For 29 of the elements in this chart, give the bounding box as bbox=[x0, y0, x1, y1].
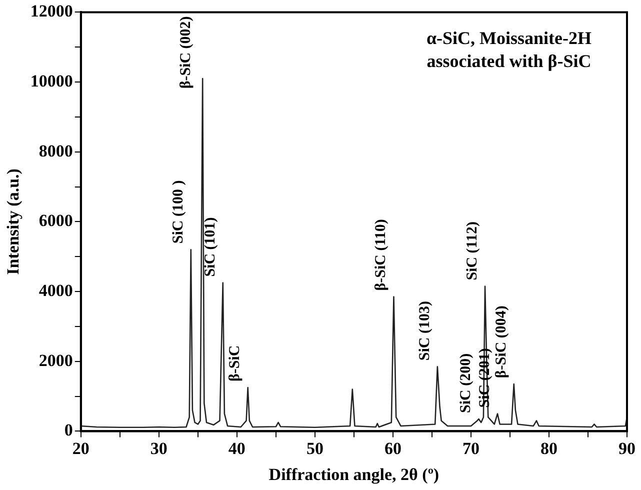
annotation: associated with β-SiC bbox=[426, 50, 592, 71]
annotation: β-SiC (110) bbox=[373, 219, 390, 291]
annotation: β-SiC bbox=[227, 345, 244, 382]
annotation: SiC (101) bbox=[202, 217, 218, 277]
annotation: SiC (100 ) bbox=[170, 180, 186, 244]
y-tick-label: 8000 bbox=[38, 141, 73, 160]
y-axis-title: Intensity (a.u.) bbox=[4, 168, 23, 275]
annotation: SiC (103) bbox=[416, 301, 433, 361]
annotation: SiC (200) bbox=[458, 353, 474, 413]
x-axis-title: Diffraction angle, 2θ (º) bbox=[268, 465, 440, 484]
y-tick-label: 4000 bbox=[38, 280, 73, 300]
x-tick-label: 30 bbox=[150, 438, 168, 458]
annotation: β-SiC (004) bbox=[493, 306, 510, 378]
x-tick-label: 80 bbox=[540, 438, 558, 458]
x-tick-label: 40 bbox=[228, 438, 246, 458]
y-tick-label: 12000 bbox=[30, 2, 73, 21]
annotation: SiC (112) bbox=[464, 222, 480, 280]
x-tick-label: 70 bbox=[462, 438, 480, 458]
x-tick-label: 60 bbox=[384, 438, 402, 458]
annotation: α-SiC, Moissanite-2H bbox=[426, 28, 592, 48]
x-tick-label: 20 bbox=[72, 438, 90, 458]
annotation: β-SiC (002) bbox=[178, 16, 194, 89]
x-tick-label: 90 bbox=[618, 438, 636, 458]
x-tick-label: 50 bbox=[306, 438, 324, 458]
y-tick-label: 10000 bbox=[30, 71, 73, 90]
y-tick-label: 2000 bbox=[38, 350, 73, 370]
annotation: SiC (201) bbox=[476, 348, 493, 408]
y-tick-label: 6000 bbox=[38, 211, 73, 230]
y-tick-label: 0 bbox=[64, 420, 73, 440]
